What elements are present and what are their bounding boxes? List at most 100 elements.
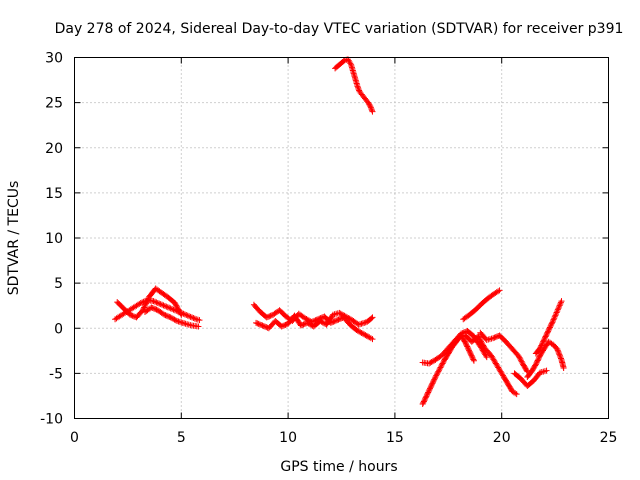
y-tick-label: 5 (54, 276, 63, 292)
track-late-g-point (554, 308, 561, 315)
track-late-g-point (542, 334, 549, 341)
track-late-g-point (557, 299, 564, 306)
track-late-d-point (478, 338, 485, 345)
track-early-c-point (161, 311, 168, 318)
track-mid-point (353, 327, 360, 334)
track-high-point (355, 84, 362, 91)
track-late-e-point (518, 358, 525, 365)
track-late-g-point (551, 313, 558, 320)
track-early-point (184, 312, 191, 319)
track-late-a-point (439, 360, 446, 367)
track-late-g-point (556, 302, 563, 309)
track-early-b-point (177, 310, 184, 317)
track-early-point (157, 301, 164, 308)
track-late-a-point (430, 379, 437, 386)
track-late-e-point (491, 334, 498, 341)
x-tick-label: 5 (177, 430, 186, 446)
track-late-a-point (433, 372, 440, 379)
track-mid-b-point (337, 310, 344, 317)
track-mid-b-point (255, 320, 262, 327)
track-mid-point (266, 313, 273, 320)
track-early-b-point (174, 305, 181, 312)
track-high-point (366, 102, 373, 109)
track-late-e-point (516, 354, 523, 361)
track-late-a-point (462, 339, 469, 346)
track-early-b-point (128, 312, 135, 319)
track-late-a-point (464, 343, 471, 350)
track-late-a-point (425, 388, 432, 395)
track-late-a-point (431, 376, 438, 383)
track-late-b-point (482, 352, 489, 359)
track-late-h-point (543, 367, 550, 374)
track-late-f-point (554, 347, 561, 354)
track-late-f-point (535, 356, 542, 363)
track-early-b-point (174, 303, 181, 310)
track-early-c-point (172, 317, 179, 324)
track-late-d-point (476, 335, 483, 342)
track-late-g-point (548, 321, 555, 328)
track-high-point (355, 86, 362, 93)
track-high-point (368, 105, 375, 112)
track-late-a-point (440, 359, 447, 366)
track-early-c-point (149, 305, 156, 312)
track-early-c-point (148, 304, 155, 311)
track-early-b (114, 285, 185, 321)
track-late-g-point (540, 338, 547, 345)
track-early-c-point (153, 306, 160, 313)
track-mid-b-point (259, 322, 266, 329)
track-mid-point (356, 328, 363, 335)
track-late-a-point (462, 340, 469, 347)
track-late-a-point (435, 368, 442, 375)
track-mid-point (302, 315, 309, 322)
track-late-a-point (463, 342, 470, 349)
track-late-e-point (492, 334, 499, 341)
track-late-b-point (483, 354, 490, 361)
track-mid-b-point (254, 320, 261, 327)
track-mid-b-point (338, 311, 345, 318)
track-late-d-point (480, 342, 487, 349)
track-early-c-point (167, 314, 174, 321)
track-early-point (150, 298, 157, 305)
track-late-a-point (428, 383, 435, 390)
track-early-c (141, 304, 202, 330)
track-early-b-point (176, 307, 183, 314)
track-early-c-point (168, 315, 175, 322)
track-early-point (164, 304, 171, 311)
track-late-b-point (429, 358, 436, 365)
track-late-f-point (556, 351, 563, 358)
track-early-point (156, 300, 163, 307)
track-late-a-point (427, 384, 434, 391)
track-late-c (460, 287, 503, 323)
track-late-b-point (426, 360, 433, 367)
y-tick-label: 25 (45, 96, 63, 112)
axis-ticks: 0 5 10 15 20 25 -10 -5 0 5 10 15 20 25 30 (40, 51, 617, 447)
track-high-point (367, 104, 374, 111)
track-early-b-point (142, 301, 149, 308)
track-early-c-point (162, 312, 169, 319)
track-mid-point (362, 332, 369, 339)
track-late-b-point (428, 359, 435, 366)
y-tick-label: -5 (49, 366, 63, 382)
track-late-e-point (515, 353, 522, 360)
track-late-f-point (560, 364, 567, 371)
track-early-point (160, 302, 167, 309)
y-tick-label: 15 (45, 186, 63, 202)
track-late-a-point (469, 353, 476, 360)
track-early-point (151, 298, 158, 305)
track-late-d-point (478, 339, 485, 346)
track-early-c-point (159, 310, 166, 317)
track-late-a-point (470, 357, 477, 364)
track-mid-point (335, 316, 342, 323)
track-late-f-point (557, 355, 564, 362)
track-late-e-point (517, 355, 524, 362)
track-mid-b-point (342, 313, 349, 320)
track-late-g-point (545, 327, 552, 334)
track-mid-point (357, 329, 364, 336)
plot-frame (74, 57, 609, 419)
track-early-point (153, 299, 160, 306)
track-late-a-point (422, 394, 429, 401)
track-late-a-point (434, 369, 441, 376)
track-early-point (190, 315, 197, 322)
track-early-b-point (172, 301, 179, 308)
track-mid-b-point (281, 322, 288, 329)
